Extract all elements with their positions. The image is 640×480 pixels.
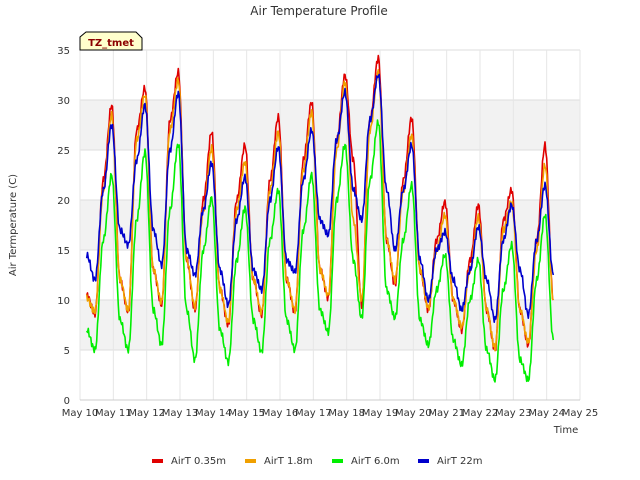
y-tick-label: 10 — [57, 296, 70, 307]
x-tick-label: May 11 — [95, 408, 132, 419]
y-tick-label: 20 — [57, 196, 70, 207]
x-tick-label: May 15 — [228, 408, 265, 419]
legend-item: AirT 22m — [418, 456, 482, 467]
x-tick-label: May 13 — [162, 408, 199, 419]
y-tick-label: 15 — [57, 246, 70, 257]
x-tick-label: May 25 — [562, 408, 599, 419]
legend-swatch — [245, 459, 256, 463]
legend-label: AirT 22m — [437, 456, 482, 467]
badge-label: TZ_tmet — [88, 38, 134, 49]
legend: AirT 0.35m AirT 1.8m AirT 6.0m AirT 22m — [152, 456, 482, 467]
series-line-2 — [85, 69, 554, 352]
legend-label: AirT 1.8m — [264, 456, 313, 467]
x-tick-label: May 10 — [62, 408, 99, 419]
x-tick-label: May 14 — [195, 408, 232, 419]
y-axis-ticks: 0 5 10 15 20 25 30 35 — [57, 46, 70, 407]
x-tick-label: May 17 — [295, 408, 332, 419]
series-line-4 — [85, 73, 555, 323]
plot-area — [79, 49, 581, 401]
y-tick-label: 5 — [64, 346, 70, 357]
legend-item: AirT 6.0m — [332, 456, 400, 467]
y-axis-title: Air Termperature (C) — [8, 174, 19, 276]
x-tick-label: May 20 — [395, 408, 432, 419]
grid-band — [80, 100, 580, 150]
y-tick-label: 30 — [57, 96, 70, 107]
x-tick-label: May 22 — [462, 408, 499, 419]
y-tick-label: 25 — [57, 146, 70, 157]
legend-item: AirT 0.35m — [152, 456, 226, 467]
chart-title: Air Temperature Profile — [250, 4, 387, 18]
legend-label: AirT 0.35m — [171, 456, 226, 467]
legend-swatch — [332, 459, 343, 463]
series-layer — [85, 54, 555, 383]
y-tick-label: 35 — [57, 46, 70, 57]
badge-shape — [79, 31, 143, 51]
x-tick-label: May 21 — [428, 408, 465, 419]
x-tick-label: May 19 — [362, 408, 399, 419]
legend-label: AirT 6.0m — [351, 456, 400, 467]
legend-swatch — [152, 459, 163, 463]
x-tick-label: May 12 — [128, 408, 165, 419]
x-axis-title: Time — [553, 425, 578, 436]
x-tick-label: May 18 — [328, 408, 365, 419]
station-badge: TZ_tmet — [79, 31, 143, 51]
y-tick-label: 0 — [64, 396, 70, 407]
legend-item: AirT 1.8m — [245, 456, 313, 467]
legend-swatch — [418, 459, 429, 463]
x-tick-label: May 23 — [495, 408, 532, 419]
x-tick-label: May 24 — [528, 408, 565, 419]
x-tick-label: May 16 — [262, 408, 299, 419]
series-line-3 — [85, 119, 555, 383]
